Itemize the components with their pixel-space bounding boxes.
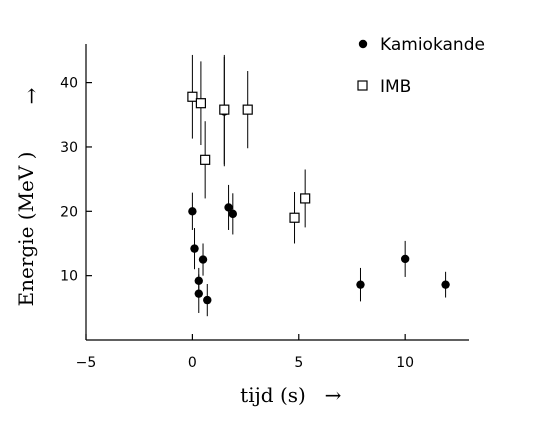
y-tick-label: 10 [60, 269, 78, 285]
data-point-kamiokande [441, 280, 450, 289]
y-tick-label: 40 [60, 76, 78, 92]
axes [85, 44, 469, 341]
data-point-kamiokande [228, 209, 238, 219]
y-axis-arrow: → [19, 87, 43, 104]
data-point-kamiokande [198, 255, 208, 264]
legend: Kamiokande IMB [357, 35, 485, 97]
data-point-imb [300, 193, 311, 204]
data-point-imb [200, 154, 211, 165]
y-tick-label: 30 [60, 140, 78, 156]
data-point-kamiokande [203, 295, 212, 305]
data-point-kamiokande [356, 280, 365, 289]
data-point-imb [289, 212, 300, 223]
data-point-kamiokande [190, 244, 199, 253]
data-point-imb [195, 98, 206, 109]
data-point-kamiokande [194, 289, 203, 298]
x-tick-label: 5 [294, 355, 303, 371]
x-tick-label: −5 [76, 355, 97, 371]
legend-label-kamiokande: Kamiokande [380, 35, 485, 55]
data-point-kamiokande [194, 276, 203, 285]
x-axis-arrow: → [325, 383, 342, 407]
data-point-imb [219, 104, 230, 115]
y-axis-title: Energie (MeV ) [14, 152, 38, 307]
ticks: 10 20 30 40 −5 0 5 10 [60, 76, 414, 371]
x-tick-label: 10 [396, 355, 414, 371]
data-point-imb [242, 104, 253, 115]
x-axis-title: tijd (s) [240, 383, 306, 407]
x-tick-label: 0 [188, 355, 197, 371]
data-point-kamiokande [188, 207, 197, 216]
legend-label-imb: IMB [380, 77, 411, 97]
y-tick-label: 20 [60, 204, 78, 220]
data-point-kamiokande [400, 254, 410, 264]
legend-marker-kamiokande [358, 39, 368, 49]
data-point-kamiokande [224, 203, 233, 212]
data-markers [187, 91, 450, 305]
data-point-imb [187, 91, 198, 102]
legend-marker-imb [357, 80, 368, 91]
